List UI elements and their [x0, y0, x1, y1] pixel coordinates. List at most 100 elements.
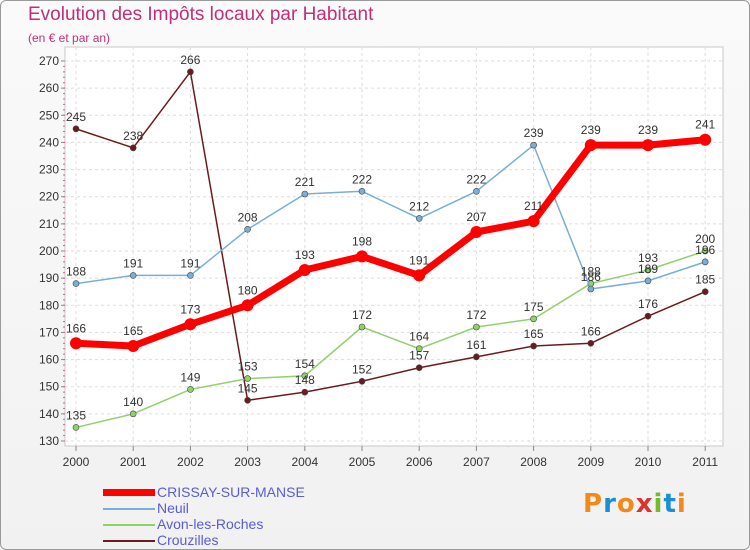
data-point-neuil: [129, 272, 137, 279]
data-point-crouzilles: [244, 396, 251, 404]
data-point-crissay-sur-manse: [70, 337, 82, 350]
data-point-crouzilles: [415, 364, 423, 372]
chart-subtitle: (en € et par an): [28, 31, 111, 45]
data-point-avon-les-roches: [701, 247, 709, 255]
data-label-crissay-sur-manse: 165: [123, 324, 143, 338]
data-point-neuil: [473, 187, 480, 195]
data-label-crouzilles: 145: [238, 381, 258, 395]
data-label-neuil: 208: [238, 210, 258, 224]
data-label-crouzilles: 238: [123, 129, 143, 143]
data-point-neuil: [301, 190, 309, 198]
data-point-neuil: [530, 141, 537, 149]
data-point-crouzilles: [701, 288, 709, 296]
legend-label-crissay-sur-manse: CRISSAY-SUR-MANSE: [157, 484, 305, 500]
data-label-crissay-sur-manse: 166: [66, 321, 86, 335]
data-point-avon-les-roches: [530, 315, 537, 323]
data-point-crissay-sur-manse: [356, 250, 368, 263]
logo-letter: o: [616, 489, 636, 519]
data-label-crouzilles: 165: [524, 327, 544, 341]
x-tick-label: 2011: [692, 455, 718, 469]
data-point-crouzilles: [473, 353, 480, 361]
y-tick-label: 160: [39, 353, 59, 367]
data-label-neuil: 222: [466, 172, 486, 186]
data-label-avon-les-roches: 193: [638, 251, 658, 265]
x-tick-label: 2010: [635, 455, 662, 469]
data-point-crissay-sur-manse: [184, 318, 197, 331]
data-point-avon-les-roches: [301, 372, 309, 380]
data-label-avon-les-roches: 175: [524, 300, 544, 314]
data-point-avon-les-roches: [644, 266, 652, 274]
x-tick-label: 2009: [577, 455, 604, 469]
data-point-crouzilles: [129, 144, 137, 152]
data-point-avon-les-roches: [129, 410, 137, 418]
data-label-neuil: 222: [352, 172, 372, 186]
data-label-crissay-sur-manse: 211: [524, 199, 543, 213]
data-point-avon-les-roches: [72, 424, 80, 431]
data-point-crissay-sur-manse: [127, 340, 140, 352]
data-point-crissay-sur-manse: [527, 215, 540, 228]
data-point-neuil: [701, 258, 709, 266]
data-point-neuil: [358, 187, 366, 195]
data-point-neuil: [644, 277, 652, 285]
logo-letter: x: [635, 489, 654, 519]
data-label-crouzilles: 152: [352, 362, 372, 376]
series-line-avon-les-roches: [75, 250, 706, 429]
logo-letter: P: [583, 489, 604, 519]
data-label-neuil: 196: [695, 243, 715, 257]
data-label-crouzilles: 185: [695, 273, 715, 287]
data-label-crissay-sur-manse: 198: [352, 234, 372, 248]
legend-swatch-crissay-sur-manse: [103, 489, 155, 496]
data-point-crissay-sur-manse: [298, 264, 311, 276]
y-tick-label: 140: [39, 407, 59, 421]
data-label-crouzilles: 176: [638, 297, 658, 311]
y-tick-label: 130: [39, 434, 59, 448]
y-tick-label: 210: [39, 217, 59, 231]
data-label-crissay-sur-manse: 239: [581, 123, 601, 137]
legend-label-avon-les-roches: Avon-les-Roches: [157, 516, 264, 532]
data-label-avon-les-roches: 200: [695, 232, 715, 246]
y-tick-label: 150: [39, 380, 59, 394]
series-line-crissay-sur-manse: [75, 136, 706, 350]
data-label-crissay-sur-manse: 207: [466, 210, 486, 224]
data-label-crissay-sur-manse: 193: [295, 248, 315, 262]
plot-area: [64, 46, 724, 447]
data-point-neuil: [72, 280, 80, 287]
legend-swatch-avon-les-roches: [103, 524, 155, 526]
y-tick-label: 190: [39, 271, 59, 285]
data-label-avon-les-roches: 188: [581, 265, 601, 279]
data-label-neuil: 239: [524, 126, 544, 140]
data-label-avon-les-roches: 135: [66, 408, 86, 422]
data-point-avon-les-roches: [187, 386, 194, 393]
data-label-neuil: 188: [66, 265, 86, 279]
data-label-neuil: 212: [409, 199, 429, 213]
data-label-neuil: 221: [295, 175, 315, 189]
x-tick-label: 2006: [406, 455, 433, 469]
data-label-neuil: 186: [581, 270, 601, 284]
y-tick-label: 230: [39, 163, 59, 177]
data-point-crissay-sur-manse: [584, 139, 597, 152]
data-label-crissay-sur-manse: 180: [238, 283, 258, 297]
logo-letter: r: [603, 489, 617, 519]
x-tick-label: 2000: [63, 455, 90, 469]
data-label-crissay-sur-manse: 239: [638, 123, 658, 137]
data-label-crouzilles: 161: [466, 338, 486, 352]
y-tick-label: 200: [39, 244, 59, 258]
y-tick-label: 170: [39, 325, 59, 339]
data-point-crouzilles: [187, 68, 194, 76]
proxiti-logo: Proxiti: [583, 489, 687, 519]
x-tick-label: 2004: [291, 455, 318, 469]
data-label-avon-les-roches: 172: [466, 308, 486, 322]
data-label-crissay-sur-manse: 241: [695, 118, 715, 132]
data-point-crouzilles: [644, 312, 652, 320]
data-label-avon-les-roches: 149: [180, 370, 200, 384]
data-label-neuil: 191: [180, 256, 200, 270]
data-point-crouzilles: [358, 377, 366, 385]
y-tick-label: 260: [39, 81, 59, 95]
data-label-crouzilles: 245: [66, 110, 86, 124]
x-tick-label: 2005: [349, 455, 376, 469]
logo-letter: t: [663, 489, 677, 519]
data-label-crouzilles: 157: [409, 349, 429, 363]
data-point-crissay-sur-manse: [241, 299, 254, 312]
data-point-neuil: [187, 272, 194, 279]
